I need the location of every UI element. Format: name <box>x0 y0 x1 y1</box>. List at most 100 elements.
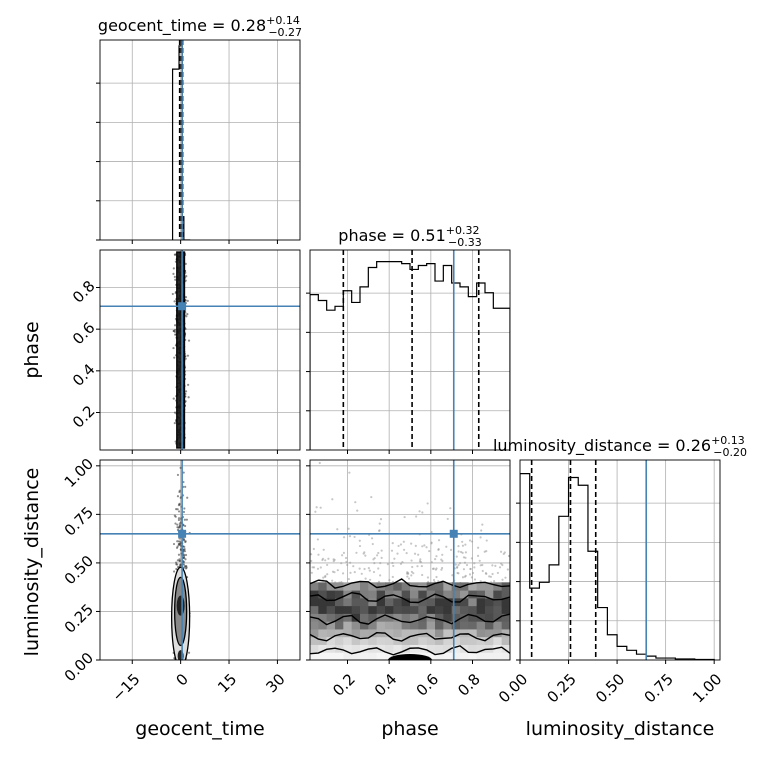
density-cell <box>435 597 444 607</box>
sample-point <box>177 510 181 513</box>
sample-point <box>173 330 177 334</box>
sample-point <box>468 539 472 542</box>
density-cell <box>426 636 436 645</box>
sample-point <box>473 578 477 581</box>
sample-point <box>457 550 460 553</box>
sample-point <box>172 570 176 573</box>
density-cell <box>426 590 436 599</box>
density-cell <box>368 636 378 645</box>
density-cell <box>351 613 361 622</box>
density-cell <box>410 636 419 645</box>
sample-point <box>479 564 482 567</box>
density-cell <box>468 628 478 638</box>
sample-point <box>178 537 181 540</box>
sample-point <box>176 563 179 566</box>
sample-point <box>376 554 379 557</box>
panel-frame <box>99 459 301 661</box>
density-cell <box>385 597 394 607</box>
sample-point <box>332 558 335 561</box>
density-core <box>176 595 185 616</box>
density-cell <box>476 582 486 591</box>
density-cell <box>426 628 436 638</box>
density-cell <box>385 590 394 599</box>
sample-point <box>393 557 396 560</box>
density-cell <box>501 613 510 622</box>
x-tick-label: 0.6 <box>413 670 443 700</box>
density-cell <box>351 621 361 630</box>
sample-point <box>370 495 373 499</box>
density-cell <box>468 621 478 630</box>
density-cell <box>351 644 361 653</box>
density-cell <box>310 605 319 614</box>
contour-line <box>176 251 186 449</box>
sample-point <box>437 539 441 542</box>
density-cell <box>343 636 353 645</box>
sample-point <box>441 553 444 556</box>
sample-point <box>344 556 348 560</box>
x-tick-label: 0.4 <box>371 670 401 700</box>
density-cell <box>418 613 428 622</box>
sample-point <box>500 562 503 565</box>
sample-point <box>336 569 339 572</box>
sample-point <box>179 466 182 469</box>
sample-point <box>435 567 438 570</box>
sample-point <box>464 574 467 578</box>
density-cell <box>385 628 394 638</box>
sample-point <box>402 548 406 551</box>
density-cell <box>435 621 444 630</box>
density-cell <box>343 628 353 638</box>
sample-point <box>402 540 405 543</box>
sample-point <box>421 511 424 514</box>
sample-point <box>178 543 181 546</box>
density-cell <box>468 644 478 653</box>
density-cell <box>501 636 510 645</box>
sample-point <box>417 553 420 556</box>
sample-point <box>405 572 409 575</box>
density-cell <box>485 628 494 638</box>
density-cell <box>485 590 494 599</box>
sample-point <box>186 496 189 499</box>
sample-point <box>501 578 504 581</box>
density-cell <box>368 597 378 607</box>
density-cell <box>360 652 369 660</box>
sample-point <box>391 561 394 565</box>
density-cell <box>343 621 353 630</box>
density-cell <box>360 621 369 630</box>
sample-point <box>360 572 363 575</box>
sample-point <box>331 570 335 573</box>
sample-point <box>364 577 367 580</box>
density-cell <box>368 621 378 630</box>
density-cell <box>435 652 444 660</box>
density-cell <box>485 652 494 660</box>
density-cell <box>460 590 469 599</box>
density-cell <box>351 605 361 614</box>
title-geocent_time: geocent_time = 0.28+0.14 −0.27 <box>98 14 302 39</box>
sample-point <box>426 576 430 579</box>
sample-point <box>410 574 413 577</box>
density-cell <box>476 597 486 607</box>
sample-point <box>462 556 466 559</box>
density-cell <box>335 628 344 638</box>
density-cell <box>401 590 411 599</box>
sample-point <box>173 422 176 425</box>
sample-point <box>379 562 382 565</box>
density-cell <box>335 636 344 645</box>
density-cell <box>318 621 328 630</box>
density-cell <box>376 652 386 660</box>
sample-point <box>491 572 494 576</box>
x-axis-label: phase <box>381 718 438 740</box>
density-cell <box>468 605 478 614</box>
sample-point <box>353 535 356 539</box>
density-cell <box>360 636 369 645</box>
sample-point <box>324 559 327 562</box>
density-cell <box>351 652 361 660</box>
density-cell <box>435 605 444 614</box>
contour-line <box>310 592 510 604</box>
contour-line <box>310 632 510 642</box>
sample-point <box>416 565 419 568</box>
sample-point <box>506 568 509 571</box>
title-sup: +0.14 <box>266 14 300 27</box>
density-cell <box>435 582 444 591</box>
sample-point <box>391 542 394 545</box>
sample-point <box>485 572 488 576</box>
